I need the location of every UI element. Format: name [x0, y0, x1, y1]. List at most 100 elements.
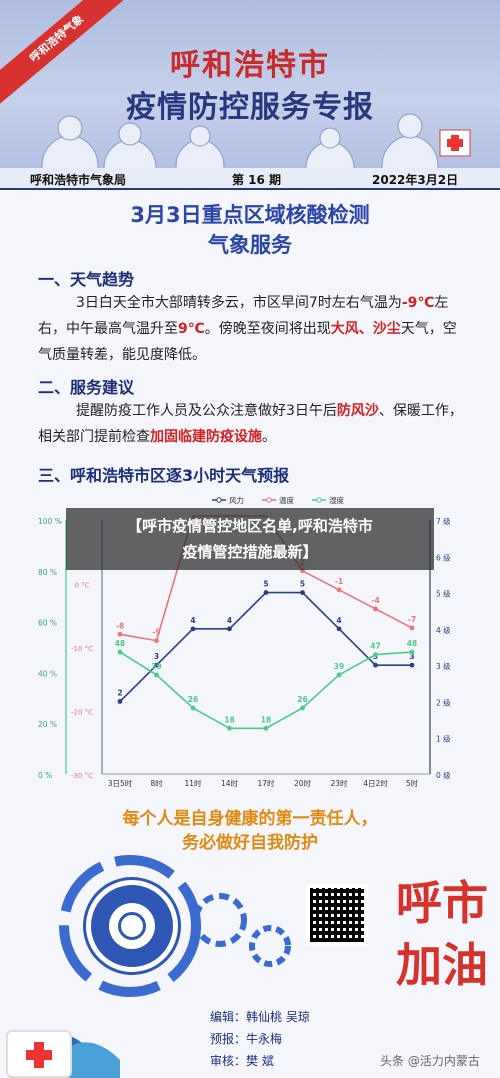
wind-tick-label: 3 级 — [436, 661, 451, 671]
data-label: 4 — [227, 616, 232, 625]
wind-tick-label: 0 级 — [436, 770, 451, 780]
wind-tick-label: 1 级 — [436, 734, 451, 744]
data-label: -8 — [116, 621, 124, 630]
humidity-tick-label: 0 % — [38, 771, 52, 780]
data-point — [117, 699, 123, 704]
humidity-tick-label: 100 % — [38, 517, 62, 526]
data-label: 39 — [334, 662, 344, 671]
advice-text-3: 。 — [262, 429, 276, 445]
data-label: -9 — [152, 628, 160, 637]
legend-marker-0 — [216, 497, 222, 503]
weather-low-temp: -9℃ — [401, 295, 435, 311]
data-label: 39 — [151, 662, 161, 671]
wind-tick-label: 6 级 — [436, 552, 451, 562]
data-point — [336, 672, 342, 678]
credit-editor: 编辑：韩仙桃 吴琼 — [200, 1008, 340, 1025]
data-label: 3 — [409, 652, 414, 661]
data-label: 5 — [263, 580, 268, 589]
data-point — [300, 590, 305, 595]
data-label: 3 — [154, 652, 159, 661]
report-header: 呼和浩特气象 呼和浩特市 疫情防控服务专报 — [0, 0, 500, 168]
data-label: 48 — [115, 639, 125, 648]
credit-editor-names: 韩仙桃 吴琼 — [246, 1010, 310, 1024]
news-overlay-banner[interactable]: 【呼市疫情管控地区名单,呼和浩特市 疫情管控措施最新】 — [66, 508, 434, 570]
data-label: 4 — [190, 616, 195, 625]
weather-text-1: 3日白天全市大部晴转多云，市区早间7时左右气温为 — [76, 295, 402, 311]
data-point — [190, 705, 196, 711]
slogan-line1: 每个人是自身健康的第一责任人， — [122, 809, 378, 829]
x-tick-label: 20时 — [294, 778, 312, 788]
weather-text-4: 天气，空气质量转差，能见度降低。 — [38, 321, 457, 363]
data-point — [154, 638, 159, 644]
x-tick-label: 17时 — [257, 778, 275, 788]
bureau-name: 呼和浩特市气象局 — [30, 173, 127, 187]
overlay-line2: 疫情管控措施最新】 — [182, 543, 318, 561]
wind-tick-label: 5 级 — [436, 589, 451, 599]
report-title: 疫情防控服务专报 — [126, 90, 374, 125]
wind-tick-label: 2 级 — [436, 697, 451, 707]
issue-number: 第 16 期 — [232, 173, 282, 187]
section-forecast-heading: 三、呼和浩特市区逐3小时天气预报 — [38, 466, 290, 485]
data-label: 2 — [117, 688, 122, 697]
data-point — [263, 590, 269, 595]
overlay-line1: 【呼市疫情管控地区名单,呼和浩特市 — [127, 517, 373, 535]
qr-pattern — [310, 888, 364, 942]
data-label: 26 — [297, 695, 307, 704]
data-point — [409, 625, 415, 631]
humidity-tick-label: 40 % — [38, 669, 57, 678]
issue-date: 2022年3月2日 — [372, 173, 459, 187]
legend-label-1: 温度 — [279, 495, 294, 505]
x-tick-label: 14时 — [221, 778, 239, 788]
document-title: 3月3日重点区域核酸检测 气象服务 — [0, 200, 500, 260]
data-point — [373, 662, 378, 668]
qr-code[interactable] — [306, 884, 368, 946]
legend-marker-2 — [316, 497, 322, 503]
credit-editor-label: 编辑： — [209, 1010, 246, 1024]
section-service-advice-heading: 二、服务建议 — [38, 378, 135, 397]
data-point — [227, 626, 232, 632]
temperature-tick-label: -20 °C — [71, 709, 93, 717]
weather-high-temp: 9℃ — [178, 321, 205, 337]
wind-tick-label: 4 级 — [436, 625, 451, 635]
advice-text-2: 、保暖工作，相关部门提前检查 — [38, 403, 463, 445]
data-point — [373, 652, 378, 658]
data-label: 48 — [407, 639, 417, 648]
data-label: -1 — [335, 577, 343, 586]
data-label: 4 — [336, 616, 341, 625]
weather-wind-dust: 大风、沙尘 — [330, 321, 401, 337]
legend-label-0: 风力 — [229, 495, 244, 505]
first-aid-kit-icon — [6, 1030, 72, 1078]
x-tick-label: 8时 — [150, 778, 163, 788]
advice-reinforce: 加固临建防疫设施 — [150, 429, 262, 445]
temperature-tick-label: -30 °C — [71, 772, 93, 780]
issue-bar: 呼和浩特市气象局 第 16 期 2022年3月2日 — [0, 168, 500, 190]
wind-tick-label: 7 级 — [436, 516, 451, 526]
section-weather-trend-text: 3日白天全市大部晴转多云，市区早间7时左右气温为-9℃左右，中午最高气温升至9℃… — [38, 290, 468, 368]
x-tick-label: 4日2时 — [363, 778, 388, 788]
credit-forecaster-label: 预报： — [209, 1032, 246, 1046]
data-point — [373, 606, 378, 612]
weather-text-3: 。傍晚至夜间将出现 — [204, 321, 331, 337]
data-point — [336, 626, 342, 632]
advice-windsand: 防风沙 — [336, 403, 379, 419]
seal-center — [109, 903, 155, 949]
x-tick-label: 23时 — [330, 778, 348, 788]
credit-reviewer-label: 审核： — [209, 1054, 246, 1068]
data-point — [336, 587, 342, 593]
document-title-line1: 3月3日重点区域核酸检测 — [130, 203, 370, 227]
section-weather-trend-heading: 一、天气趋势 — [38, 270, 135, 289]
data-point — [154, 672, 159, 678]
seal-mark — [118, 912, 146, 940]
calligraphy-cheer: 呼市加油 — [396, 876, 488, 992]
credit-reviewer: 审核：樊 斌 — [200, 1052, 340, 1069]
section-service-advice-text: 提醒防疫工作人员及公众注意做好3日午后防风沙、保暖工作，相关部门提前检查加固临建… — [38, 398, 468, 450]
data-point — [190, 626, 196, 632]
meteorological-bureau-seal — [86, 880, 178, 972]
temperature-tick-label: -10 °C — [71, 645, 93, 653]
data-label: 26 — [188, 695, 198, 704]
humidity-tick-label: 80 % — [38, 568, 57, 577]
advice-text-1: 提醒防疫工作人员及公众注意做好3日午后 — [76, 403, 337, 419]
humidity-tick-label: 60 % — [38, 619, 57, 628]
credit-reviewer-name: 樊 斌 — [246, 1054, 274, 1068]
data-point — [117, 649, 123, 655]
